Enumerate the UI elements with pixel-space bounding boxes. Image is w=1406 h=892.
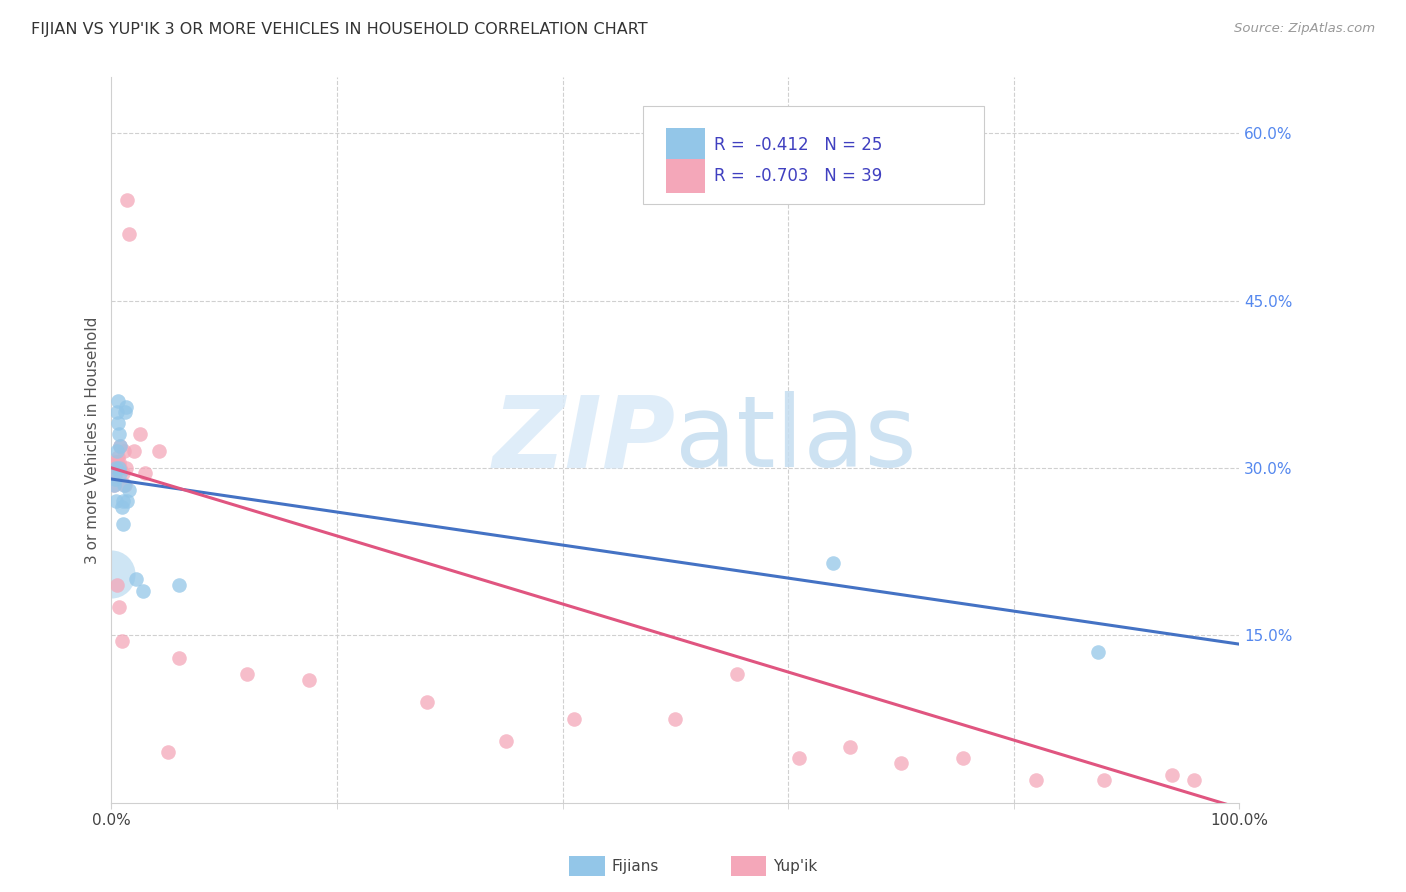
Point [111, 467, 134, 481]
Point [156, 745, 179, 759]
Point [104, 455, 127, 469]
Text: R =  -0.412   N = 25: R = -0.412 N = 25 [714, 136, 883, 154]
Point [110, 461, 132, 475]
Point [108, 455, 131, 469]
Point [110, 500, 132, 514]
Point [101, 467, 124, 481]
Point [110, 439, 132, 453]
Point [100, 566, 122, 581]
Text: Yup'ik: Yup'ik [773, 859, 817, 873]
Point [132, 583, 155, 598]
Text: Source: ZipAtlas.com: Source: ZipAtlas.com [1234, 22, 1375, 36]
Point [110, 439, 132, 453]
Point [107, 393, 129, 408]
Point [108, 600, 131, 615]
Point [115, 494, 138, 508]
Point [111, 494, 134, 508]
Point [110, 633, 132, 648]
Point [1092, 773, 1115, 788]
Point [167, 578, 190, 592]
Point [105, 405, 128, 419]
Point [823, 556, 845, 570]
Point [112, 444, 135, 458]
Point [495, 734, 517, 748]
Point [1182, 773, 1205, 788]
Point [789, 751, 811, 765]
Point [115, 461, 138, 475]
Point [952, 751, 974, 765]
Point [1087, 645, 1109, 659]
Point [1160, 767, 1182, 781]
Point [1025, 773, 1047, 788]
Point [111, 516, 134, 531]
Y-axis label: 3 or more Vehicles in Household: 3 or more Vehicles in Household [86, 317, 100, 564]
Point [562, 712, 585, 726]
Point [105, 444, 128, 458]
Point [890, 756, 912, 771]
Point [112, 477, 135, 491]
Point [104, 494, 127, 508]
Text: atlas: atlas [675, 392, 917, 489]
Point [107, 416, 129, 430]
Point [122, 444, 145, 458]
Point [128, 427, 150, 442]
Point [118, 227, 141, 241]
Point [107, 450, 129, 464]
Point [125, 573, 148, 587]
Text: Fijians: Fijians [612, 859, 659, 873]
Point [105, 578, 128, 592]
Point [104, 467, 127, 481]
Point [416, 695, 439, 709]
Point [115, 193, 138, 207]
Point [105, 455, 128, 469]
Point [134, 467, 156, 481]
Point [103, 477, 125, 491]
Point [298, 673, 321, 687]
Text: ZIP: ZIP [492, 392, 675, 489]
Point [148, 444, 170, 458]
Point [110, 467, 132, 481]
Point [108, 461, 131, 475]
Point [235, 667, 257, 681]
Text: R =  -0.703   N = 39: R = -0.703 N = 39 [714, 167, 882, 185]
Point [114, 405, 136, 419]
Point [839, 739, 862, 754]
Point [108, 427, 131, 442]
Text: FIJIAN VS YUP'IK 3 OR MORE VEHICLES IN HOUSEHOLD CORRELATION CHART: FIJIAN VS YUP'IK 3 OR MORE VEHICLES IN H… [31, 22, 648, 37]
Point [664, 712, 686, 726]
Point [118, 483, 141, 498]
Point [103, 477, 125, 491]
Point [115, 400, 138, 414]
Point [104, 472, 127, 486]
Point [114, 477, 136, 491]
Point [725, 667, 748, 681]
Point [167, 650, 190, 665]
Point [104, 461, 127, 475]
